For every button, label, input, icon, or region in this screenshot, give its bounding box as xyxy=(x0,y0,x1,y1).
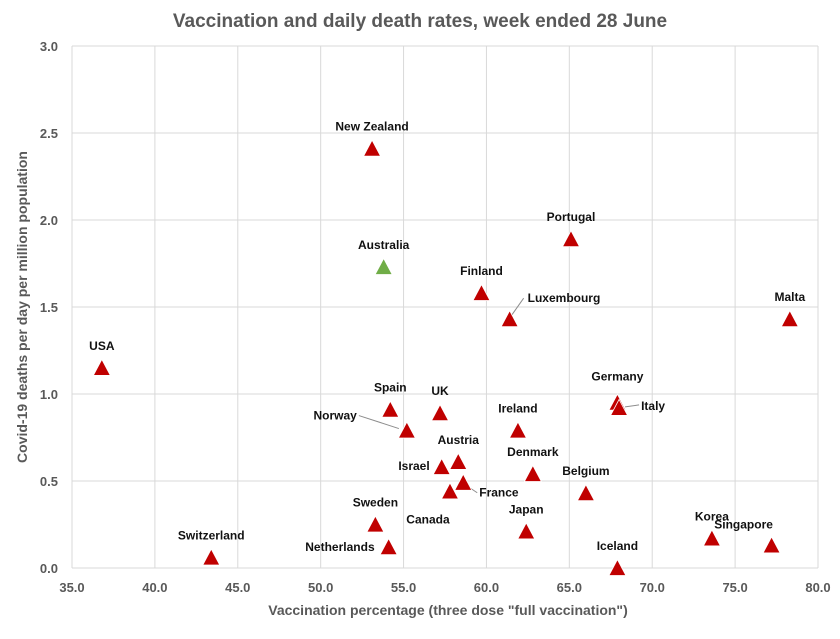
y-tick-label: 3.0 xyxy=(40,39,58,54)
data-point-marker xyxy=(609,398,629,416)
point-label: Israel xyxy=(398,459,429,473)
point-label: USA xyxy=(89,339,115,353)
point-label: Finland xyxy=(460,264,503,278)
data-point-marker xyxy=(500,309,519,328)
label-leader-line xyxy=(511,297,525,316)
data-point-marker xyxy=(762,536,781,554)
x-tick-label: 55.0 xyxy=(391,580,416,595)
x-tick-label: 50.0 xyxy=(308,580,333,595)
x-tick-label: 70.0 xyxy=(640,580,665,595)
point-label: UK xyxy=(431,384,449,398)
point-label: Iceland xyxy=(597,539,638,553)
x-tick-label: 60.0 xyxy=(474,580,499,595)
x-tick-label: 65.0 xyxy=(557,580,582,595)
y-tick-label: 1.5 xyxy=(40,300,58,315)
point-label: Austria xyxy=(438,433,480,447)
data-point-marker xyxy=(454,473,473,491)
x-tick-label: 40.0 xyxy=(142,580,167,595)
data-point-marker xyxy=(397,421,417,439)
data-point-marker xyxy=(780,309,799,328)
data-point-marker xyxy=(362,139,382,157)
data-point-marker xyxy=(449,452,468,470)
y-axis-title: Covid-19 deaths per day per million popu… xyxy=(14,151,30,463)
data-point-marker xyxy=(432,457,451,475)
point-label: Luxembourg xyxy=(528,291,601,305)
data-point-marker xyxy=(702,529,722,547)
data-point-marker xyxy=(92,358,112,376)
point-label: Portugal xyxy=(547,210,596,224)
point-label: Switzerland xyxy=(178,529,245,543)
point-label: Singapore xyxy=(714,517,773,531)
data-point-marker xyxy=(381,400,400,418)
point-label: New Zealand xyxy=(335,120,408,134)
point-label: France xyxy=(479,486,519,500)
x-tick-label: 75.0 xyxy=(722,580,747,595)
y-tick-label: 1.0 xyxy=(40,387,58,402)
data-point-marker xyxy=(374,257,393,275)
point-labels: USA Switzerland New Zealand Australia Sweden… xyxy=(89,120,805,554)
x-tick-label: 35.0 xyxy=(59,580,84,595)
data-point-marker xyxy=(561,229,581,248)
data-points xyxy=(92,139,799,576)
data-point-marker xyxy=(523,464,543,482)
data-point-marker xyxy=(576,483,596,502)
point-label: Ireland xyxy=(498,402,537,416)
label-leader-line xyxy=(624,404,640,408)
point-label: Norway xyxy=(314,409,358,423)
data-point-marker xyxy=(608,558,627,576)
point-label: Canada xyxy=(406,512,450,526)
data-point-marker xyxy=(379,537,398,556)
y-tick-label: 2.5 xyxy=(40,126,58,141)
gridlines xyxy=(71,45,819,569)
point-label: Korea xyxy=(695,509,729,523)
point-label: Spain xyxy=(374,381,407,395)
x-tick-label: 80.0 xyxy=(805,580,830,595)
point-label: Italy xyxy=(641,399,665,413)
point-label: Japan xyxy=(509,502,544,516)
axis-ticks: 35.0 40.0 45.0 50.0 55.0 60.0 65.0 70.0 75.0 80.0… xyxy=(40,39,831,595)
data-point-marker xyxy=(440,482,460,500)
y-tick-label: 2.0 xyxy=(40,213,58,228)
chart-title: Vaccination and daily death rates, week … xyxy=(173,11,667,32)
data-point-marker xyxy=(430,403,450,422)
x-tick-label: 45.0 xyxy=(225,580,250,595)
point-label: Malta xyxy=(774,290,805,304)
point-label: Germany xyxy=(591,370,643,384)
data-point-marker xyxy=(366,515,385,533)
data-point-marker xyxy=(202,548,221,566)
point-label: Sweden xyxy=(353,496,398,510)
point-label: Netherlands xyxy=(305,540,375,554)
x-axis-title: Vaccination percentage (three dose "full… xyxy=(268,602,627,618)
data-point-marker xyxy=(508,421,528,439)
data-point-marker xyxy=(517,522,536,540)
point-label: Belgium xyxy=(562,464,609,478)
point-label: Australia xyxy=(358,238,410,252)
y-tick-label: 0.5 xyxy=(40,474,58,489)
label-leader-line xyxy=(358,415,400,430)
y-tick-label: 0.0 xyxy=(40,561,58,576)
point-label: Denmark xyxy=(507,445,559,459)
data-point-marker xyxy=(472,283,491,301)
